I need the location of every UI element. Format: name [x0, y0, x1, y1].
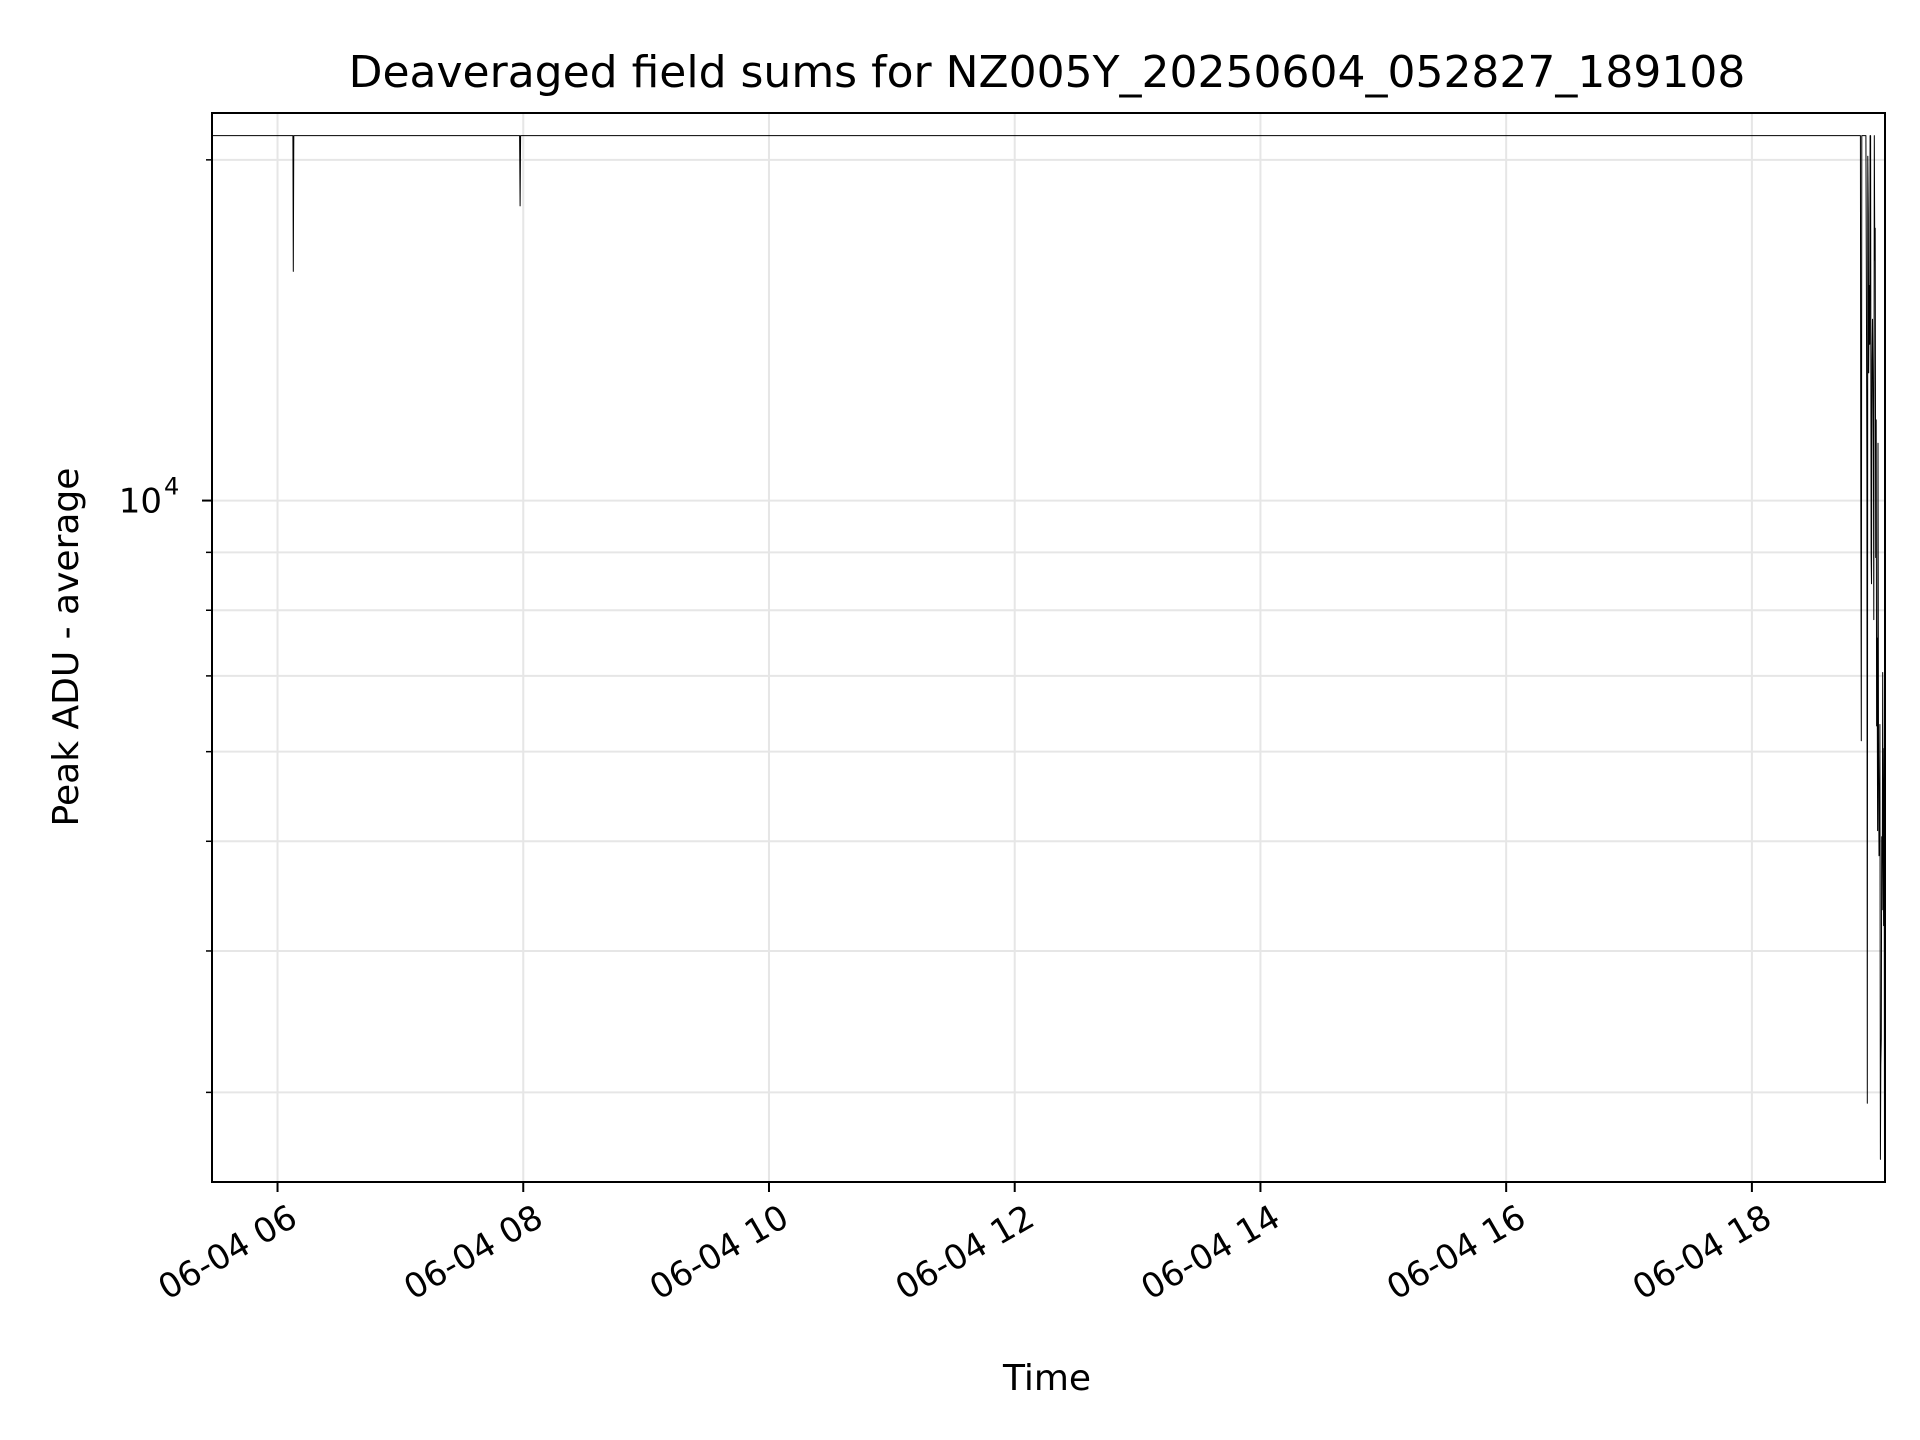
x-tick-label: 06-04 18	[1626, 1197, 1778, 1308]
x-tick-label: 06-04 06	[152, 1197, 304, 1308]
x-axis-label: Time	[1002, 1358, 1091, 1399]
x-tick-label: 06-04 14	[1135, 1197, 1287, 1308]
grid	[212, 113, 1885, 1182]
plot-frame	[211, 112, 1886, 1183]
series-group	[212, 135, 1885, 1160]
x-axis: 06-04 06 06-04 08 06-04 10 06-04 12 06-04 14…	[152, 1182, 1778, 1308]
x-tick-label: 06-04 08	[397, 1197, 549, 1308]
x-tick-label: 06-04 12	[889, 1197, 1041, 1308]
chart-title: Deaveraged field sums for NZ005Y_2025060…	[349, 47, 1746, 98]
y-axis: 104105106107	[119, 159, 212, 1094]
y-tick-label: 10	[119, 482, 162, 522]
x-tick-label: 06-04 16	[1380, 1197, 1532, 1308]
y-axis-label: Peak ADU - average	[46, 468, 87, 827]
series-line	[212, 135, 1885, 1160]
x-tick-label: 06-04 10	[643, 1197, 795, 1308]
y-tick-exponent: 4	[164, 473, 179, 501]
